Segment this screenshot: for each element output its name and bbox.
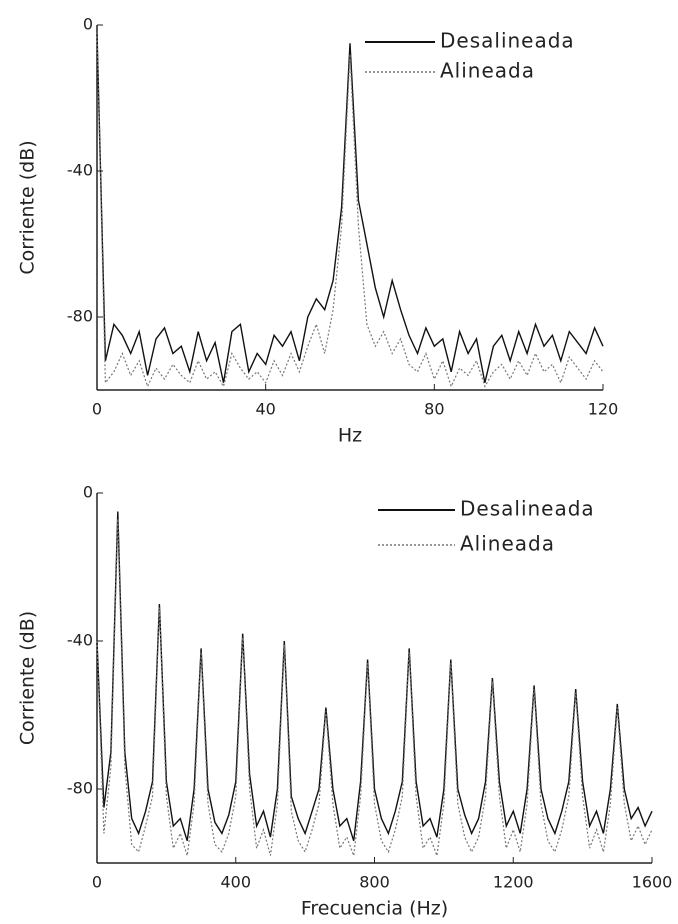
legend-label: Desalineada [440, 29, 575, 53]
legend-label: Desalineada [460, 497, 595, 521]
y-axis-label: Corriente (dB) [17, 611, 39, 745]
legend-label: Alineada [460, 532, 555, 556]
series-line [96, 32, 604, 389]
x-axis-label: Hz [338, 425, 362, 447]
y-tick-label: -80 [67, 779, 93, 798]
x-tick-label: 0 [92, 400, 102, 419]
y-axis-label: Corriente (dB) [17, 140, 39, 274]
x-tick-label: 40 [255, 400, 275, 419]
legend-label: Alineada [440, 59, 535, 83]
series-line [96, 511, 653, 842]
y-tick-label: 0 [83, 15, 93, 34]
y-tick-label: 0 [83, 483, 93, 502]
x-tick-label: 1200 [493, 873, 534, 892]
x-tick-label: 80 [424, 400, 444, 419]
series-line [96, 518, 653, 856]
x-tick-label: 400 [220, 873, 251, 892]
x-axis-label: Frecuencia (Hz) [301, 898, 448, 920]
y-tick-label: -80 [67, 307, 93, 326]
x-tick-label: 120 [588, 400, 619, 419]
x-tick-label: 1600 [632, 873, 673, 892]
y-tick-label: -40 [67, 631, 93, 650]
y-tick-label: -40 [67, 161, 93, 180]
x-tick-label: 0 [92, 873, 102, 892]
series-line [96, 32, 604, 383]
x-tick-label: 800 [359, 873, 390, 892]
